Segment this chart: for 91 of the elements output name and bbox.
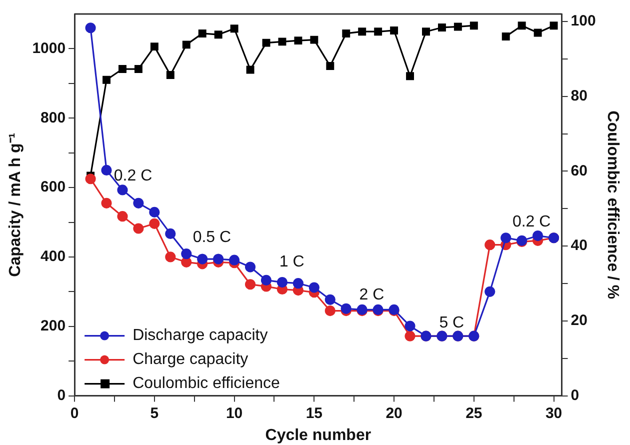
point bbox=[150, 42, 158, 51]
point bbox=[308, 282, 320, 293]
point bbox=[484, 240, 496, 250]
x-tick-label: 30 bbox=[545, 404, 562, 422]
x-tick-label: 10 bbox=[226, 404, 243, 422]
point bbox=[85, 22, 96, 34]
annotation: 5 C bbox=[439, 314, 464, 332]
point bbox=[422, 28, 430, 36]
point bbox=[262, 38, 270, 47]
x-tick-label: 0 bbox=[70, 404, 79, 422]
point bbox=[502, 32, 510, 40]
annotation: 0.2 C bbox=[512, 213, 551, 230]
y-tick-label: 800 bbox=[40, 109, 66, 126]
point bbox=[117, 184, 128, 196]
point bbox=[133, 223, 144, 234]
point bbox=[213, 254, 224, 264]
point bbox=[406, 72, 414, 80]
point bbox=[532, 230, 544, 242]
point bbox=[214, 30, 222, 39]
y-tick-label: 600 bbox=[40, 178, 66, 196]
x-tick-label: 20 bbox=[386, 404, 402, 422]
point bbox=[246, 66, 254, 74]
point bbox=[149, 218, 160, 229]
point bbox=[404, 330, 416, 342]
legend-label: Charge capacity bbox=[132, 351, 248, 368]
point bbox=[85, 174, 96, 184]
point bbox=[244, 279, 256, 290]
point bbox=[500, 232, 512, 244]
point bbox=[326, 62, 334, 70]
point bbox=[518, 22, 526, 30]
point bbox=[134, 65, 142, 74]
y2-tick-label: 60 bbox=[570, 162, 588, 180]
point bbox=[101, 198, 112, 208]
y-tick-label: 0 bbox=[57, 386, 66, 404]
point bbox=[324, 294, 336, 305]
y2-tick-label: 80 bbox=[570, 87, 588, 104]
point bbox=[358, 28, 366, 36]
y2-tick-label: 20 bbox=[570, 312, 588, 330]
point bbox=[182, 40, 190, 49]
y-tick-label: 400 bbox=[40, 248, 66, 266]
x-tick-label: 15 bbox=[306, 404, 323, 422]
point bbox=[278, 38, 286, 46]
y2-axis-title: Coulombic efficience / % bbox=[604, 110, 621, 300]
point bbox=[454, 22, 462, 31]
point bbox=[118, 65, 126, 74]
y-axis-title: Capacity / mA h g⁻¹ bbox=[7, 132, 24, 277]
point bbox=[292, 278, 304, 289]
point bbox=[198, 29, 206, 38]
annotation: 2 C bbox=[359, 286, 384, 304]
point bbox=[117, 211, 128, 222]
point bbox=[276, 277, 288, 288]
x-tick-label: 5 bbox=[150, 404, 159, 422]
y-tick-label: 1000 bbox=[32, 40, 66, 57]
y2-tick-label: 40 bbox=[570, 237, 588, 254]
point bbox=[181, 248, 192, 260]
point bbox=[166, 71, 174, 79]
point bbox=[324, 305, 336, 316]
legend-label: Discharge capacity bbox=[132, 327, 268, 344]
point bbox=[340, 303, 352, 314]
point bbox=[230, 24, 238, 33]
annotation: 0.5 C bbox=[192, 229, 232, 246]
point bbox=[229, 254, 240, 266]
x-axis-title: Cycle number bbox=[265, 426, 372, 444]
point bbox=[470, 22, 478, 30]
point bbox=[260, 274, 272, 286]
point bbox=[438, 23, 446, 32]
y2-tick-label: 100 bbox=[570, 12, 596, 30]
point bbox=[390, 26, 398, 34]
point bbox=[404, 320, 416, 332]
y-tick-label: 200 bbox=[40, 318, 66, 335]
point bbox=[342, 29, 350, 38]
point bbox=[550, 22, 558, 30]
point bbox=[534, 28, 542, 37]
y2-tick-label: 0 bbox=[570, 386, 580, 404]
point bbox=[102, 76, 110, 84]
point bbox=[310, 36, 318, 44]
point bbox=[294, 36, 302, 45]
point bbox=[165, 228, 176, 240]
point bbox=[197, 254, 208, 264]
point bbox=[165, 252, 176, 262]
point bbox=[133, 198, 144, 208]
point bbox=[374, 28, 382, 36]
point bbox=[181, 256, 192, 268]
point bbox=[244, 262, 256, 272]
annotation: 1 C bbox=[279, 254, 304, 271]
annotation: 0.2 C bbox=[114, 168, 152, 185]
legend-label: Coulombic efficience bbox=[132, 375, 280, 392]
point bbox=[484, 286, 496, 297]
x-tick-label: 25 bbox=[466, 404, 482, 422]
point bbox=[149, 206, 160, 218]
point bbox=[101, 164, 112, 176]
